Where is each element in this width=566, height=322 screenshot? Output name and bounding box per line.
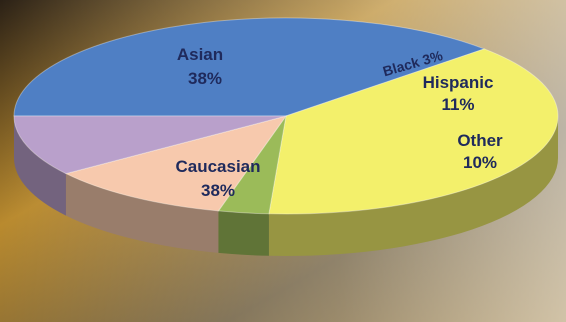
slice-side-asian (268, 116, 558, 256)
slice-asian (268, 48, 559, 215)
slice-hispanic (64, 115, 288, 212)
slice-caucasian (13, 17, 486, 117)
slice-label-asian: Asian (177, 45, 223, 64)
slice-side-hispanic (65, 173, 219, 253)
slice-value-caucasian: 38% (201, 181, 235, 200)
slice-value-other: 10% (463, 153, 497, 172)
slice-black (217, 115, 287, 215)
slice-value-asian: 38% (188, 69, 222, 88)
pie-tops (13, 17, 559, 215)
slice-value-hispanic: 11% (441, 95, 474, 114)
slice-side-other (14, 116, 66, 216)
slice-label-other: Other (457, 131, 503, 150)
slice-label-hispanic: Hispanic (423, 73, 494, 92)
pie-sides (14, 116, 558, 256)
slice-side-black (218, 210, 269, 256)
slice-other (13, 115, 287, 175)
slice-label-caucasian: Caucasian (175, 157, 260, 176)
